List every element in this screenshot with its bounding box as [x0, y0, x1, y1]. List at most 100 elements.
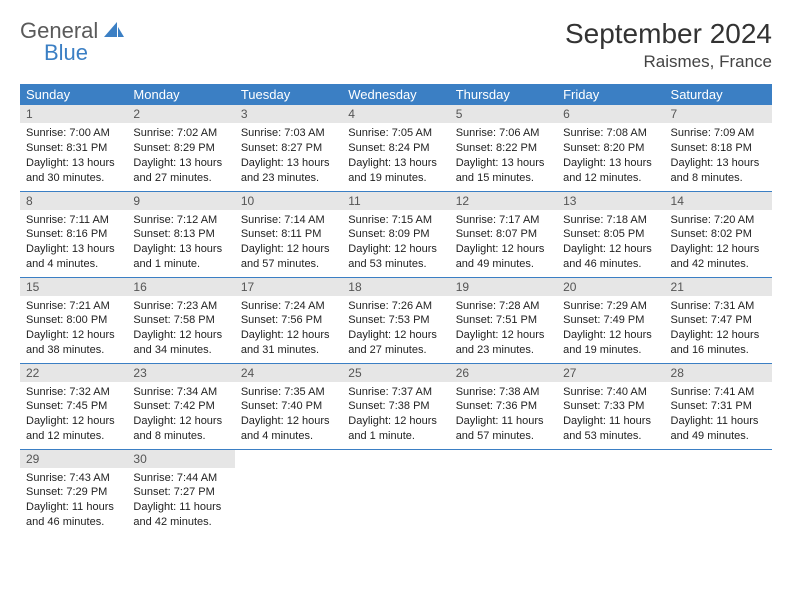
calendar-row: 22Sunrise: 7:32 AMSunset: 7:45 PMDayligh… [20, 363, 772, 449]
calendar-body: 1Sunrise: 7:00 AMSunset: 8:31 PMDaylight… [20, 105, 772, 535]
calendar-cell [557, 449, 664, 535]
calendar-cell [450, 449, 557, 535]
weekday-header: Monday [127, 84, 234, 105]
sunrise-line: Sunrise: 7:21 AM [26, 299, 121, 314]
sunset-line: Sunset: 8:11 PM [241, 227, 336, 242]
weekday-header: Friday [557, 84, 664, 105]
day-number: 11 [342, 192, 449, 210]
sunrise-line: Sunrise: 7:32 AM [26, 385, 121, 400]
sunrise-line: Sunrise: 7:34 AM [133, 385, 228, 400]
calendar-row: 29Sunrise: 7:43 AMSunset: 7:29 PMDayligh… [20, 449, 772, 535]
sunrise-line: Sunrise: 7:11 AM [26, 213, 121, 228]
sunset-line: Sunset: 7:31 PM [671, 399, 766, 414]
calendar-cell: 21Sunrise: 7:31 AMSunset: 7:47 PMDayligh… [665, 277, 772, 363]
daylight-line: Daylight: 11 hours and 49 minutes. [671, 414, 766, 444]
day-number: 20 [557, 278, 664, 296]
calendar-cell: 2Sunrise: 7:02 AMSunset: 8:29 PMDaylight… [127, 105, 234, 191]
day-number: 5 [450, 105, 557, 123]
day-number: 14 [665, 192, 772, 210]
day-number: 16 [127, 278, 234, 296]
daylight-line: Daylight: 13 hours and 4 minutes. [26, 242, 121, 272]
day-body: Sunrise: 7:37 AMSunset: 7:38 PMDaylight:… [342, 382, 449, 448]
day-number: 26 [450, 364, 557, 382]
sunrise-line: Sunrise: 7:20 AM [671, 213, 766, 228]
daylight-line: Daylight: 12 hours and 31 minutes. [241, 328, 336, 358]
sunrise-line: Sunrise: 7:35 AM [241, 385, 336, 400]
sunset-line: Sunset: 8:22 PM [456, 141, 551, 156]
daylight-line: Daylight: 12 hours and 42 minutes. [671, 242, 766, 272]
calendar-cell: 19Sunrise: 7:28 AMSunset: 7:51 PMDayligh… [450, 277, 557, 363]
calendar-cell: 14Sunrise: 7:20 AMSunset: 8:02 PMDayligh… [665, 191, 772, 277]
daylight-line: Daylight: 12 hours and 57 minutes. [241, 242, 336, 272]
day-number: 7 [665, 105, 772, 123]
sunrise-line: Sunrise: 7:38 AM [456, 385, 551, 400]
calendar-cell: 18Sunrise: 7:26 AMSunset: 7:53 PMDayligh… [342, 277, 449, 363]
day-number: 19 [450, 278, 557, 296]
day-body: Sunrise: 7:14 AMSunset: 8:11 PMDaylight:… [235, 210, 342, 276]
calendar-cell: 29Sunrise: 7:43 AMSunset: 7:29 PMDayligh… [20, 449, 127, 535]
sunrise-line: Sunrise: 7:37 AM [348, 385, 443, 400]
sunset-line: Sunset: 7:56 PM [241, 313, 336, 328]
day-body: Sunrise: 7:43 AMSunset: 7:29 PMDaylight:… [20, 468, 127, 534]
calendar-row: 1Sunrise: 7:00 AMSunset: 8:31 PMDaylight… [20, 105, 772, 191]
weekday-header: Saturday [665, 84, 772, 105]
sunrise-line: Sunrise: 7:12 AM [133, 213, 228, 228]
daylight-line: Daylight: 13 hours and 30 minutes. [26, 156, 121, 186]
day-body: Sunrise: 7:38 AMSunset: 7:36 PMDaylight:… [450, 382, 557, 448]
sunset-line: Sunset: 7:29 PM [26, 485, 121, 500]
daylight-line: Daylight: 11 hours and 53 minutes. [563, 414, 658, 444]
calendar-cell: 20Sunrise: 7:29 AMSunset: 7:49 PMDayligh… [557, 277, 664, 363]
calendar-table: SundayMondayTuesdayWednesdayThursdayFrid… [20, 84, 772, 535]
sunset-line: Sunset: 7:40 PM [241, 399, 336, 414]
sunset-line: Sunset: 8:31 PM [26, 141, 121, 156]
calendar-cell: 28Sunrise: 7:41 AMSunset: 7:31 PMDayligh… [665, 363, 772, 449]
sunset-line: Sunset: 7:42 PM [133, 399, 228, 414]
daylight-line: Daylight: 12 hours and 46 minutes. [563, 242, 658, 272]
day-body: Sunrise: 7:09 AMSunset: 8:18 PMDaylight:… [665, 123, 772, 189]
sunrise-line: Sunrise: 7:23 AM [133, 299, 228, 314]
sunset-line: Sunset: 8:02 PM [671, 227, 766, 242]
calendar-cell: 24Sunrise: 7:35 AMSunset: 7:40 PMDayligh… [235, 363, 342, 449]
sunset-line: Sunset: 8:20 PM [563, 141, 658, 156]
day-number: 29 [20, 450, 127, 468]
weekday-header: Wednesday [342, 84, 449, 105]
day-body: Sunrise: 7:24 AMSunset: 7:56 PMDaylight:… [235, 296, 342, 362]
sunset-line: Sunset: 8:18 PM [671, 141, 766, 156]
day-body: Sunrise: 7:28 AMSunset: 7:51 PMDaylight:… [450, 296, 557, 362]
sunset-line: Sunset: 7:45 PM [26, 399, 121, 414]
sunrise-line: Sunrise: 7:31 AM [671, 299, 766, 314]
day-body: Sunrise: 7:00 AMSunset: 8:31 PMDaylight:… [20, 123, 127, 189]
calendar-cell: 25Sunrise: 7:37 AMSunset: 7:38 PMDayligh… [342, 363, 449, 449]
month-title: September 2024 [565, 18, 772, 50]
sunrise-line: Sunrise: 7:29 AM [563, 299, 658, 314]
daylight-line: Daylight: 12 hours and 49 minutes. [456, 242, 551, 272]
daylight-line: Daylight: 13 hours and 19 minutes. [348, 156, 443, 186]
sunset-line: Sunset: 7:36 PM [456, 399, 551, 414]
day-number: 30 [127, 450, 234, 468]
sunset-line: Sunset: 7:33 PM [563, 399, 658, 414]
daylight-line: Daylight: 11 hours and 46 minutes. [26, 500, 121, 530]
daylight-line: Daylight: 12 hours and 23 minutes. [456, 328, 551, 358]
calendar-cell [665, 449, 772, 535]
sunrise-line: Sunrise: 7:26 AM [348, 299, 443, 314]
sunset-line: Sunset: 7:38 PM [348, 399, 443, 414]
day-body: Sunrise: 7:20 AMSunset: 8:02 PMDaylight:… [665, 210, 772, 276]
daylight-line: Daylight: 12 hours and 19 minutes. [563, 328, 658, 358]
calendar-cell: 13Sunrise: 7:18 AMSunset: 8:05 PMDayligh… [557, 191, 664, 277]
day-number: 4 [342, 105, 449, 123]
calendar-cell: 27Sunrise: 7:40 AMSunset: 7:33 PMDayligh… [557, 363, 664, 449]
daylight-line: Daylight: 12 hours and 8 minutes. [133, 414, 228, 444]
day-number: 27 [557, 364, 664, 382]
sunrise-line: Sunrise: 7:44 AM [133, 471, 228, 486]
day-number: 13 [557, 192, 664, 210]
daylight-line: Daylight: 12 hours and 38 minutes. [26, 328, 121, 358]
calendar-cell: 1Sunrise: 7:00 AMSunset: 8:31 PMDaylight… [20, 105, 127, 191]
sunset-line: Sunset: 8:13 PM [133, 227, 228, 242]
sunset-line: Sunset: 7:53 PM [348, 313, 443, 328]
daylight-line: Daylight: 13 hours and 12 minutes. [563, 156, 658, 186]
day-number: 1 [20, 105, 127, 123]
sunrise-line: Sunrise: 7:14 AM [241, 213, 336, 228]
day-body: Sunrise: 7:32 AMSunset: 7:45 PMDaylight:… [20, 382, 127, 448]
calendar-cell: 5Sunrise: 7:06 AMSunset: 8:22 PMDaylight… [450, 105, 557, 191]
day-body: Sunrise: 7:34 AMSunset: 7:42 PMDaylight:… [127, 382, 234, 448]
